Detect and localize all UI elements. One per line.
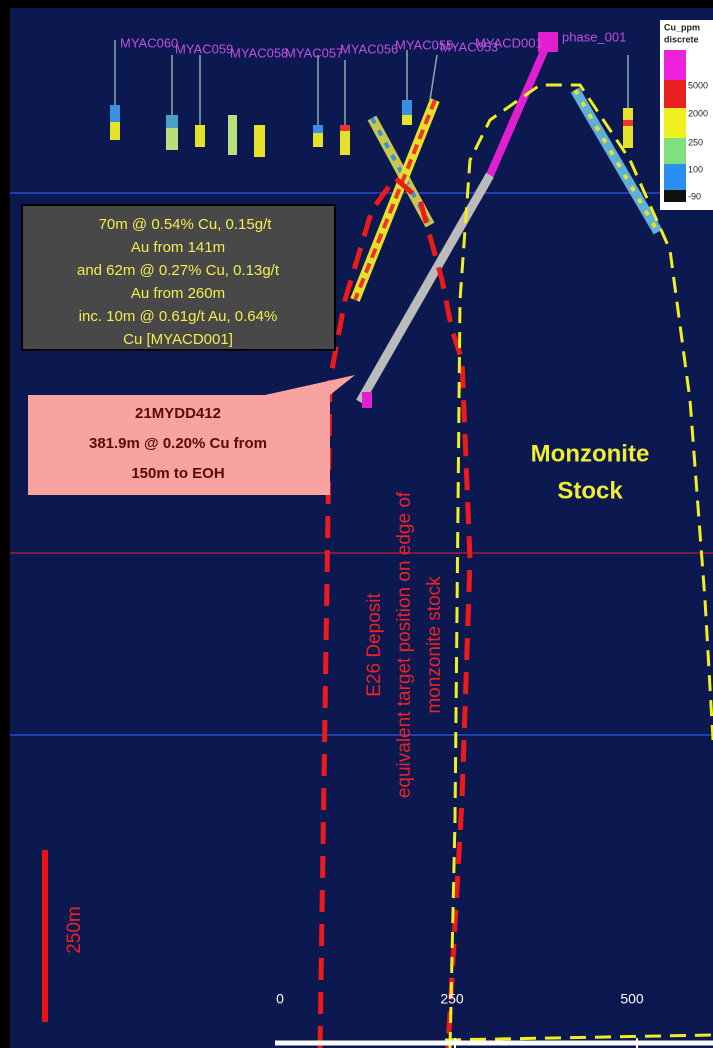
callout-line: 381.9m @ 0.20% Cu from — [89, 435, 267, 452]
label-line: monzonite stock — [424, 576, 445, 714]
drillholes — [110, 32, 663, 408]
callout-intercept: 70m @ 0.54% Cu, 0.15g/t Au from 141m and… — [77, 216, 280, 348]
callout-line: 150m to EOH — [131, 465, 224, 482]
drill-trace — [486, 40, 552, 177]
callout-box — [28, 375, 355, 495]
callout-line: inc. 10m @ 0.61g/t Au, 0.64% — [79, 308, 278, 325]
distance-label: 500 — [620, 991, 644, 1007]
legend-item: 250 — [688, 137, 703, 147]
distance-label: 0 — [276, 991, 284, 1007]
legend-item: 5000 — [688, 80, 708, 90]
legend-item: -90 — [688, 191, 701, 201]
label-line: E26 Deposit — [364, 593, 385, 697]
callout-line: 21MYDD412 — [135, 405, 221, 422]
hole-label: MYACD001 — [475, 35, 543, 50]
label-line: Stock — [557, 477, 623, 504]
callout-hole: 21MYDD412 381.9m @ 0.20% Cu from 150m to… — [89, 405, 267, 482]
hole-label: MYAC057 — [285, 45, 343, 60]
stock-label: Monzonite Stock — [531, 440, 650, 504]
hole-label: MYAC059 — [175, 41, 233, 56]
stock-outline — [444, 83, 713, 1048]
distance-axis: 0 250 500 — [275, 991, 713, 1048]
legend-item: 2000 — [688, 108, 708, 118]
scale-label: 250m — [64, 906, 85, 954]
callout-box — [21, 204, 336, 351]
target-label: E26 Deposit equivalent target position o… — [364, 491, 445, 798]
drill-trace — [570, 87, 663, 235]
callout-line: Cu [MYACD001] — [123, 331, 233, 348]
callout-line: and 62m @ 0.27% Cu, 0.13g/t — [77, 262, 280, 279]
label-line: equivalent target position on edge of — [394, 491, 415, 798]
callout-line: Au from 141m — [131, 239, 225, 256]
distance-label: 250 — [440, 991, 464, 1007]
legend-subtitle: discrete — [664, 34, 699, 44]
background — [10, 8, 713, 1048]
hole-label: MYAC053 — [440, 39, 498, 54]
drill-trace — [356, 172, 494, 405]
hole-label: MYAC055 — [395, 37, 453, 52]
legend-title: Cu_ppm — [664, 22, 700, 32]
callout-line: Au from 260m — [131, 285, 225, 302]
drillhole-labels: MYAC060 MYAC059 MYAC058 MYAC057 MYAC056 … — [120, 29, 626, 60]
callout-line: 70m @ 0.54% Cu, 0.15g/t — [99, 216, 273, 233]
hole-label: MYAC058 — [230, 45, 288, 60]
target-outline — [317, 174, 473, 1048]
hole-label: MYAC060 — [120, 35, 178, 50]
legend-item: 100 — [688, 164, 703, 174]
label-line: Monzonite — [531, 440, 650, 467]
legend: Cu_ppm discrete 5000 2000 250 100 -90 — [660, 20, 713, 210]
hole-label: MYAC056 — [340, 41, 398, 56]
hole-label: phase_001 — [562, 29, 626, 44]
